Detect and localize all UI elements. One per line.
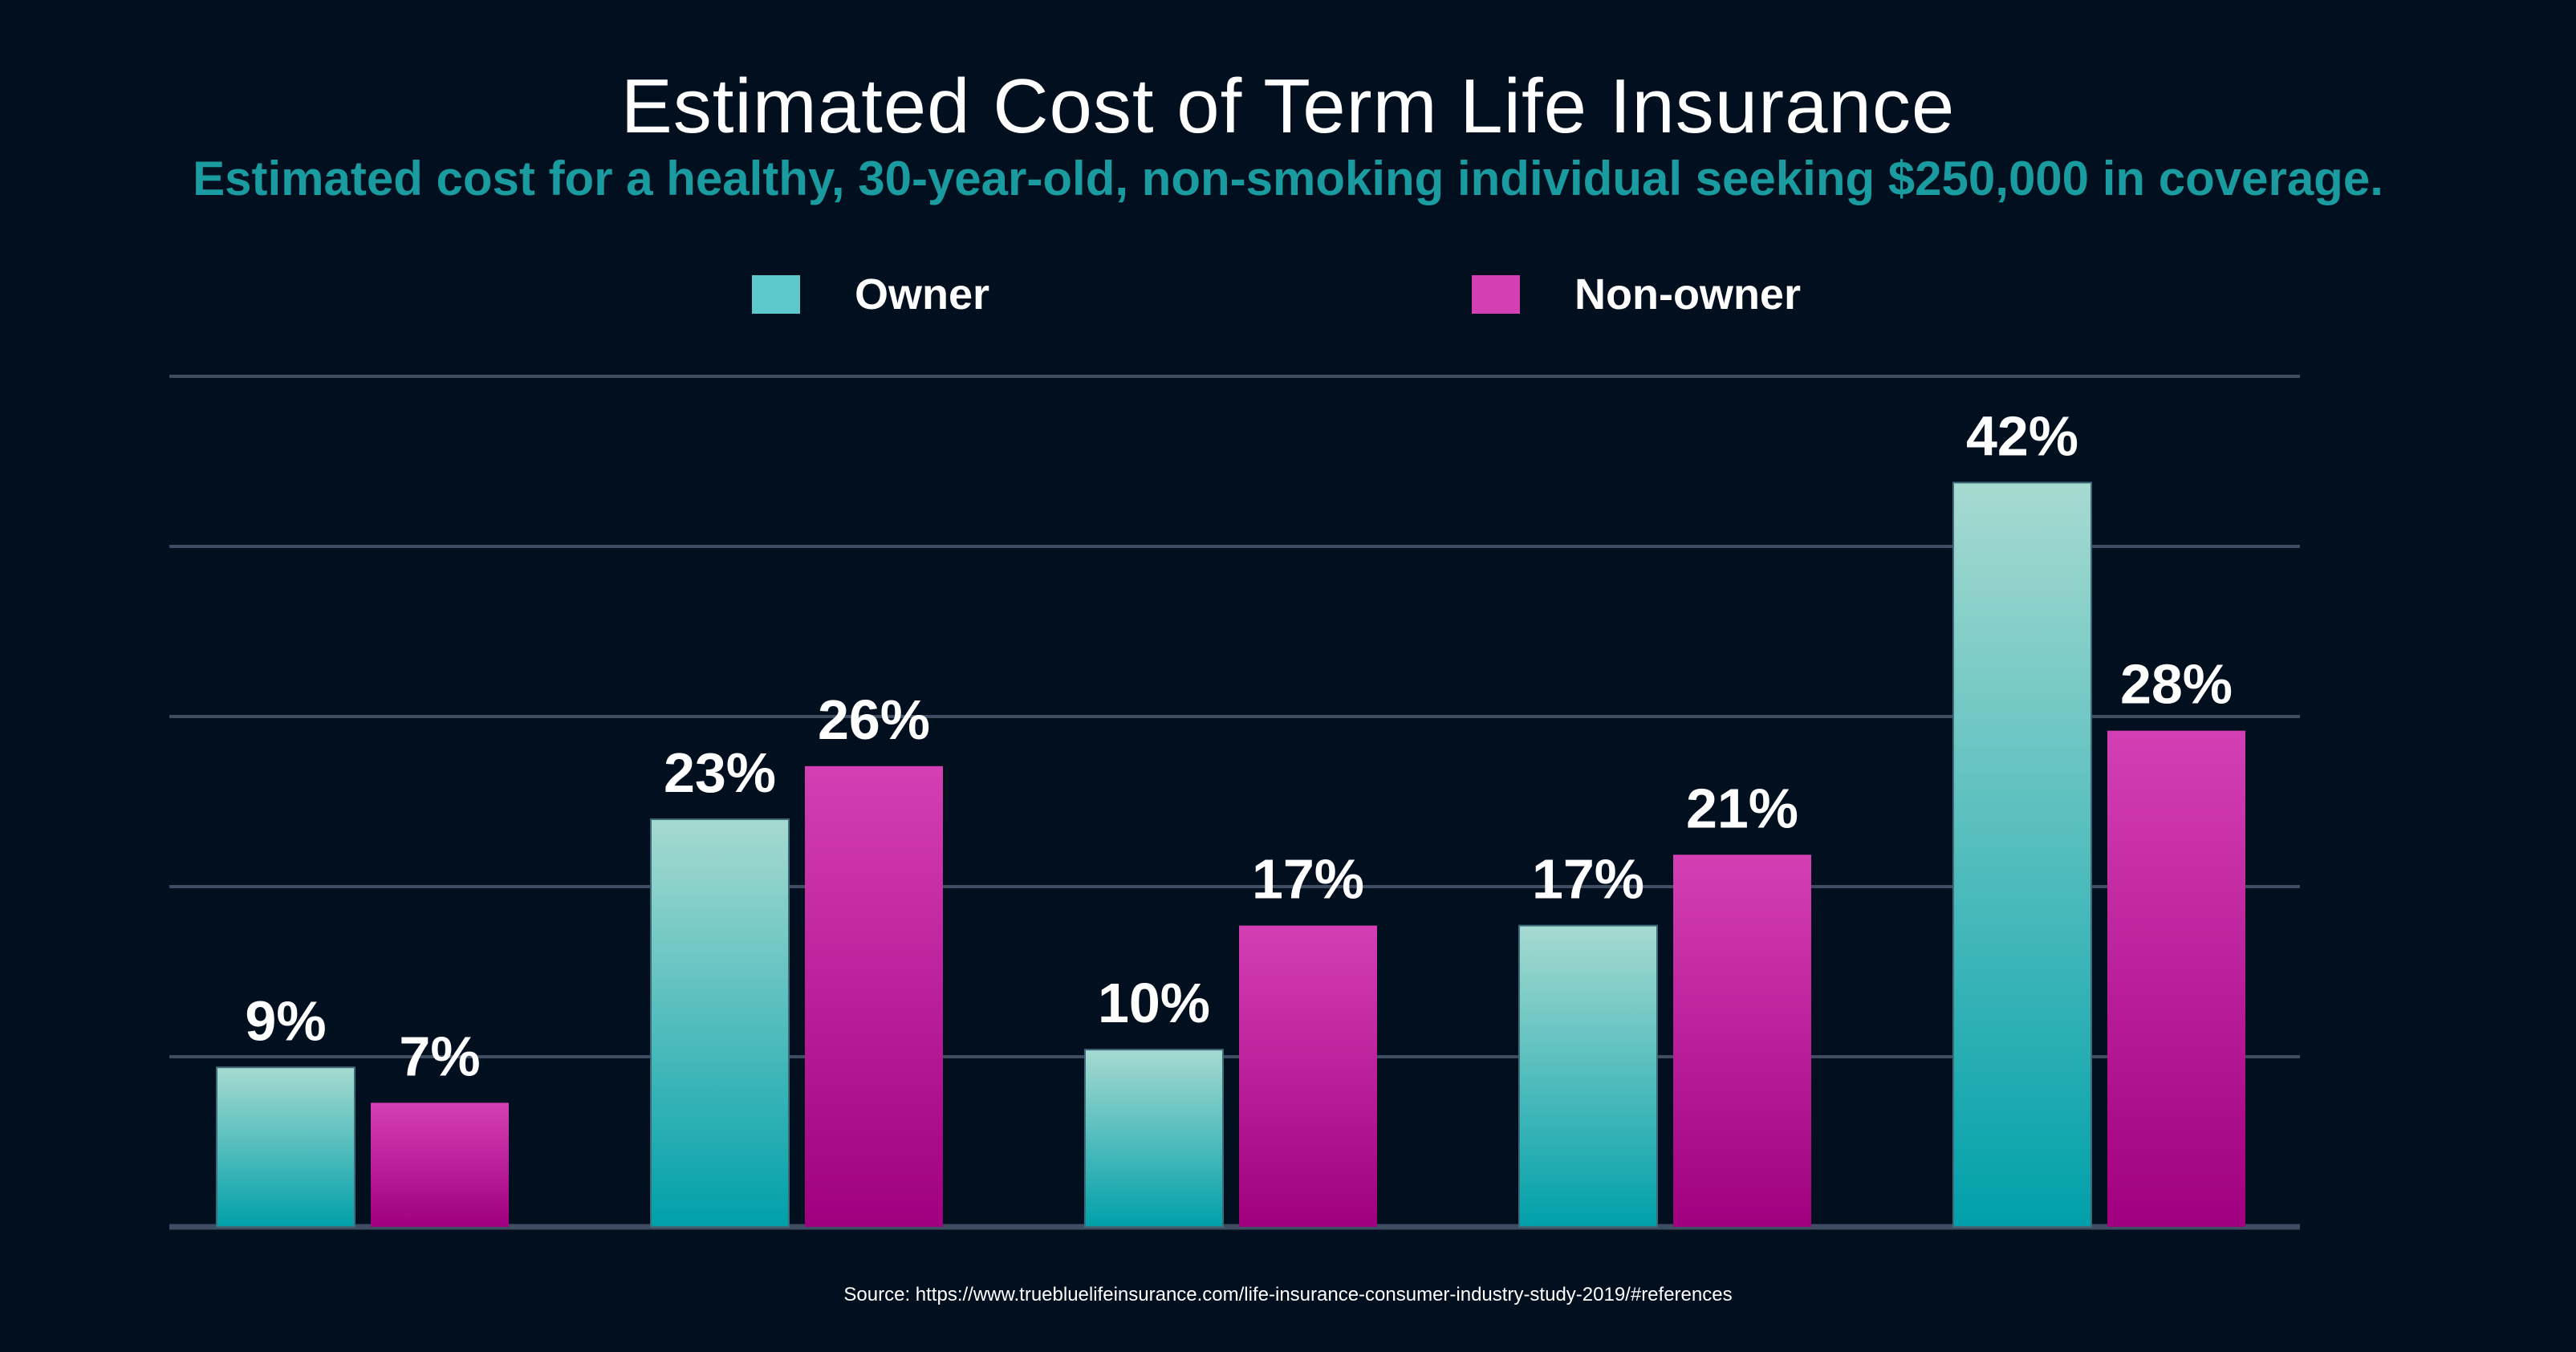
bar-owner	[1518, 924, 1658, 1228]
bar-owner	[650, 818, 790, 1228]
bar-non-owner	[2107, 730, 2245, 1227]
bar-owner	[216, 1066, 356, 1228]
data-label: 9%	[245, 989, 326, 1052]
legend-swatch-owner	[752, 275, 800, 314]
bar-non-owner	[805, 765, 943, 1227]
data-label: 21%	[1686, 777, 1798, 839]
data-label: 17%	[1252, 848, 1364, 911]
data-label: 26%	[818, 688, 930, 751]
legend-swatch-non-owner	[1472, 275, 1520, 314]
bar-non-owner	[1673, 855, 1811, 1227]
bar-owner	[1084, 1049, 1224, 1228]
legend-item-owner: Owner	[752, 270, 989, 319]
data-label: 42%	[1966, 405, 2078, 468]
legend-label-non-owner: Non-owner	[1574, 270, 1801, 319]
source-note: Source: https://www.truebluelifeinsuranc…	[843, 1284, 1733, 1305]
legend-label-owner: Owner	[855, 270, 990, 319]
bar-non-owner	[1239, 925, 1377, 1227]
bar-non-owner	[371, 1102, 509, 1227]
legend-item-non-owner: Non-owner	[1472, 270, 1801, 319]
data-label: 17%	[1532, 848, 1644, 911]
bar-owner	[1952, 481, 2092, 1228]
data-label: 28%	[2120, 653, 2233, 716]
chart-title: Estimated Cost of Term Life Insurance	[620, 63, 1956, 149]
data-label: 7%	[399, 1025, 480, 1087]
data-label: 10%	[1098, 972, 1210, 1034]
chart-subtitle: Estimated cost for a healthy, 30-year-ol…	[193, 152, 2383, 205]
data-label: 23%	[664, 741, 776, 804]
